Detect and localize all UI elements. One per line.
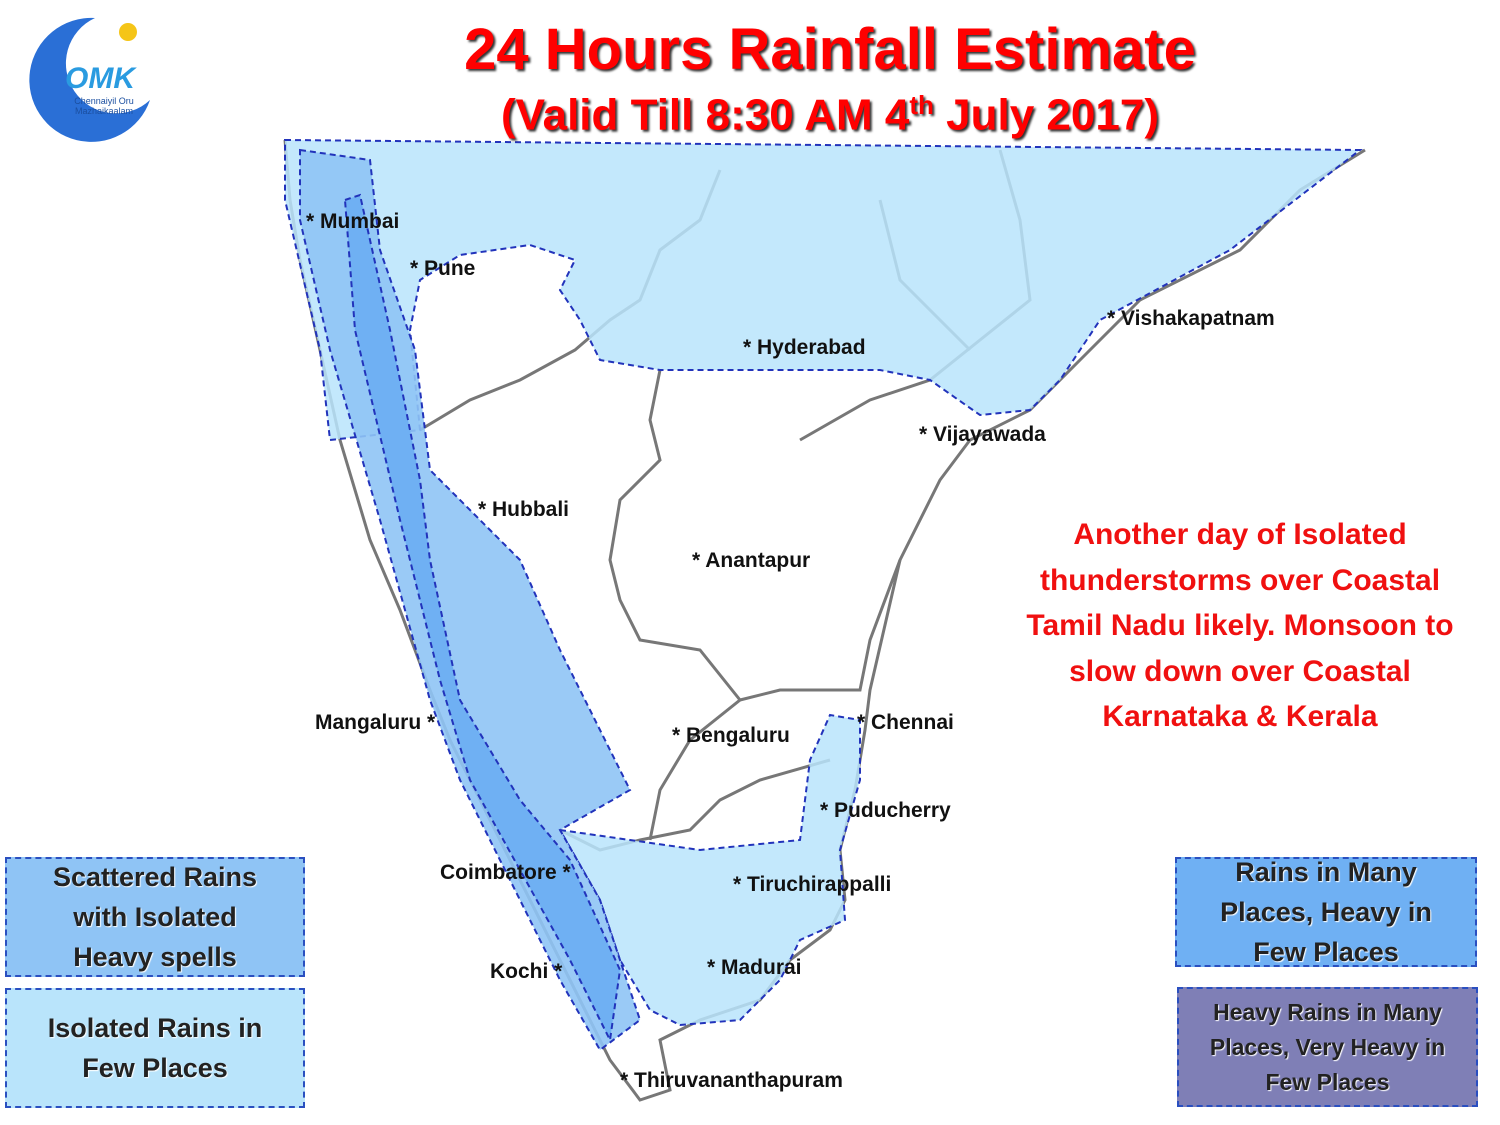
annotation-line: slow down over Coastal xyxy=(1069,654,1411,688)
city-label: Coimbatore * xyxy=(440,861,572,884)
legend-line: Few Places xyxy=(1253,937,1399,967)
legend-line: Heavy spells xyxy=(73,942,237,972)
subtitle-sup: th xyxy=(909,90,934,120)
subtitle-text: July 2017) xyxy=(933,90,1159,140)
city-label: * Vijayawada xyxy=(919,423,1046,446)
logo-mark: OMK xyxy=(65,62,137,95)
subtitle-text: (Valid Till 8:30 AM 4 xyxy=(501,90,910,140)
legend-line: with Isolated xyxy=(73,902,237,932)
city-label: * Anantapur xyxy=(692,549,810,572)
legend-line: Few Places xyxy=(1265,1068,1390,1095)
annotation-line: Another day of Isolated xyxy=(1073,518,1407,551)
logo-sun xyxy=(119,23,137,41)
city-label: * Tiruchirappalli xyxy=(733,873,891,896)
city-label: * Thiruvananthapuram xyxy=(620,1069,843,1092)
annotation-line: Karnataka & Kerala xyxy=(1102,700,1378,733)
logo-text: Chennaiyil Oru xyxy=(74,96,134,106)
city-label: * Madurai xyxy=(707,956,802,979)
city-label: * Vishakapatnam xyxy=(1107,307,1275,330)
city-label: * Hubbali xyxy=(478,498,569,521)
logo-crescent xyxy=(29,17,150,142)
annotation-line: thunderstorms over Coastal xyxy=(1039,563,1441,597)
city-label: * Pune xyxy=(410,257,475,280)
city-label: * Bengaluru xyxy=(672,724,790,747)
legend-item: Rains in Many Places, Heavy in Few Place… xyxy=(1175,857,1477,967)
title: 24 Hours Rainfall Estimate xyxy=(464,17,1196,82)
legend-item: Scattered Rains with Isolated Heavy spel… xyxy=(5,857,305,977)
city-label: * Mumbai xyxy=(306,210,399,233)
legend-line: Heavy Rains in Many xyxy=(1213,998,1442,1025)
logo: OMK Chennaiyil Oru Mazhaikaalam xyxy=(29,17,150,142)
legend-line: Scattered Rains xyxy=(52,862,258,892)
legend-line: Few Places xyxy=(82,1053,228,1083)
annotation: Another day of Isolated thunderstorms ov… xyxy=(990,512,1490,740)
city-label: Mangaluru * xyxy=(315,711,436,734)
city-label: Kochi * xyxy=(490,960,563,983)
legend-line: Rains in Many xyxy=(1235,857,1417,887)
isolated-rain-zone xyxy=(284,138,1363,442)
city-label: * Puducherry xyxy=(820,799,951,822)
legend-item: Isolated Rains in Few Places xyxy=(5,988,305,1108)
many-rains-zone xyxy=(343,193,622,1044)
subtitle: (Valid Till 8:30 AM 4th July 2017) xyxy=(330,90,1330,141)
legend-line: Places, Very Heavy in xyxy=(1209,1033,1446,1060)
isolated-rain-zone xyxy=(558,713,861,1027)
logo-text: Mazhaikaalam xyxy=(75,106,133,116)
city-labels: * Mumbai * Pune * Hyderabad * Vishakapat… xyxy=(306,210,1275,1092)
city-label: * Hyderabad xyxy=(743,336,866,359)
annotation-line: Tamil Nadu likely. Monsoon to xyxy=(1026,609,1454,642)
city-label: * Chennai xyxy=(857,711,954,734)
legend-line: Isolated Rains in xyxy=(47,1013,263,1043)
legend-line: Places, Heavy in xyxy=(1220,897,1432,927)
legend-item: Heavy Rains in Many Places, Very Heavy i… xyxy=(1177,987,1478,1107)
